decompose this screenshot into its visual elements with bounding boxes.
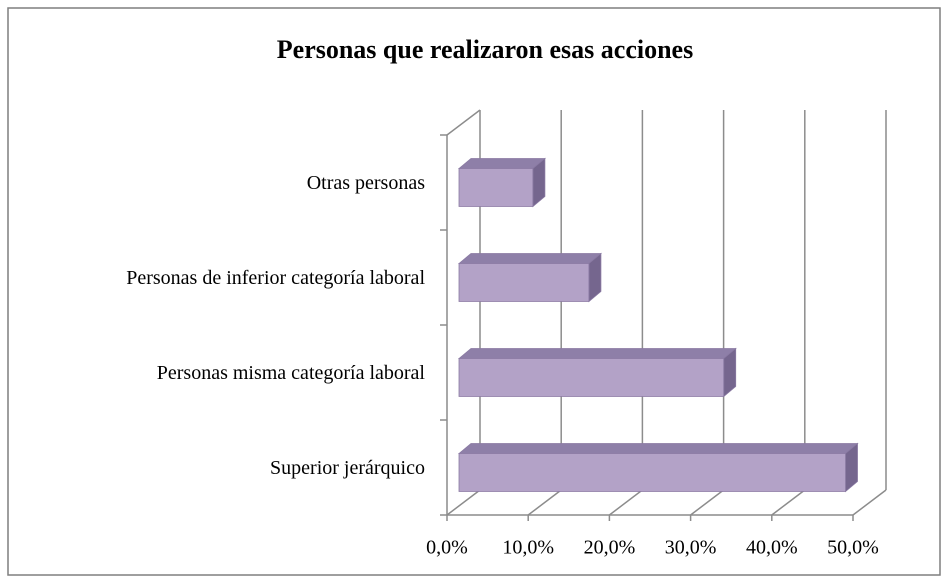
grid-line (690, 489, 725, 516)
bar-face (457, 443, 859, 454)
y-tick-label: Personas de inferior categoría laboral (126, 267, 425, 289)
grid-line (446, 489, 481, 516)
bar (457, 442, 859, 493)
chart-title: Personas que realizaron esas acciones (277, 35, 693, 64)
bar-face (457, 348, 737, 359)
x-tick-label: 0,0% (426, 537, 468, 559)
bar-face (458, 358, 725, 397)
bar-face (458, 453, 846, 492)
grid-line (527, 489, 562, 516)
x-tick-label: 40,0% (746, 537, 798, 559)
bar-face (457, 158, 546, 169)
grid-line (852, 489, 887, 516)
x-tick-label: 10,0% (502, 537, 554, 559)
x-tick-label: 50,0% (827, 537, 879, 559)
bar (457, 347, 737, 398)
bar (457, 252, 603, 303)
bar-face (457, 253, 603, 264)
x-tick-label: 20,0% (584, 537, 636, 559)
y-tick-label: Personas misma categoría laboral (157, 362, 426, 384)
y-tick-label: Superior jerárquico (270, 457, 425, 479)
axis-line (446, 109, 481, 136)
x-tick-label: 30,0% (665, 537, 717, 559)
grid-line (771, 489, 806, 516)
grid-line (608, 489, 643, 516)
bar-face (458, 168, 534, 207)
bar (457, 157, 546, 208)
y-tick-label: Otras personas (307, 172, 426, 194)
bar-face (458, 263, 590, 302)
